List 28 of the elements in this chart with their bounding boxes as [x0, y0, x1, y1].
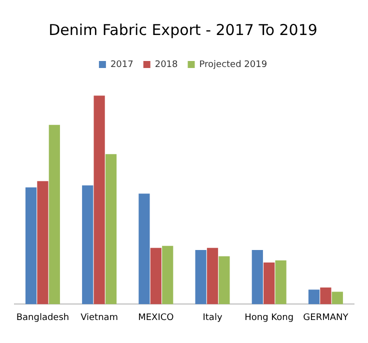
bar — [37, 181, 48, 304]
bar — [206, 248, 218, 304]
bar — [275, 260, 286, 304]
x-tick-label: Vietnam — [80, 312, 118, 323]
chart-title: Denim Fabric Export - 2017 To 2019 — [48, 20, 318, 39]
bar — [162, 246, 174, 304]
bar — [105, 154, 117, 304]
bar — [252, 250, 263, 304]
bar — [264, 262, 275, 304]
bar — [82, 185, 94, 304]
x-tick-label: Hong Kong — [244, 312, 294, 323]
legend-label: 2017 — [110, 60, 134, 70]
bar — [138, 194, 150, 304]
legend-label: Projected 2019 — [199, 60, 268, 70]
bar — [94, 96, 105, 304]
bar — [195, 250, 206, 304]
x-tick-label: Bangladesh — [16, 312, 70, 323]
bar — [150, 248, 162, 304]
bar — [48, 124, 60, 304]
legend-label: 2018 — [154, 60, 178, 70]
bar — [25, 187, 37, 304]
x-tick-label: GERMANY — [303, 312, 349, 323]
x-tick-label: Italy — [202, 312, 223, 323]
x-tick-label: MEXICO — [138, 312, 174, 323]
bar — [320, 288, 332, 304]
bar — [332, 292, 343, 304]
bar — [308, 290, 320, 304]
bar — [218, 256, 230, 304]
